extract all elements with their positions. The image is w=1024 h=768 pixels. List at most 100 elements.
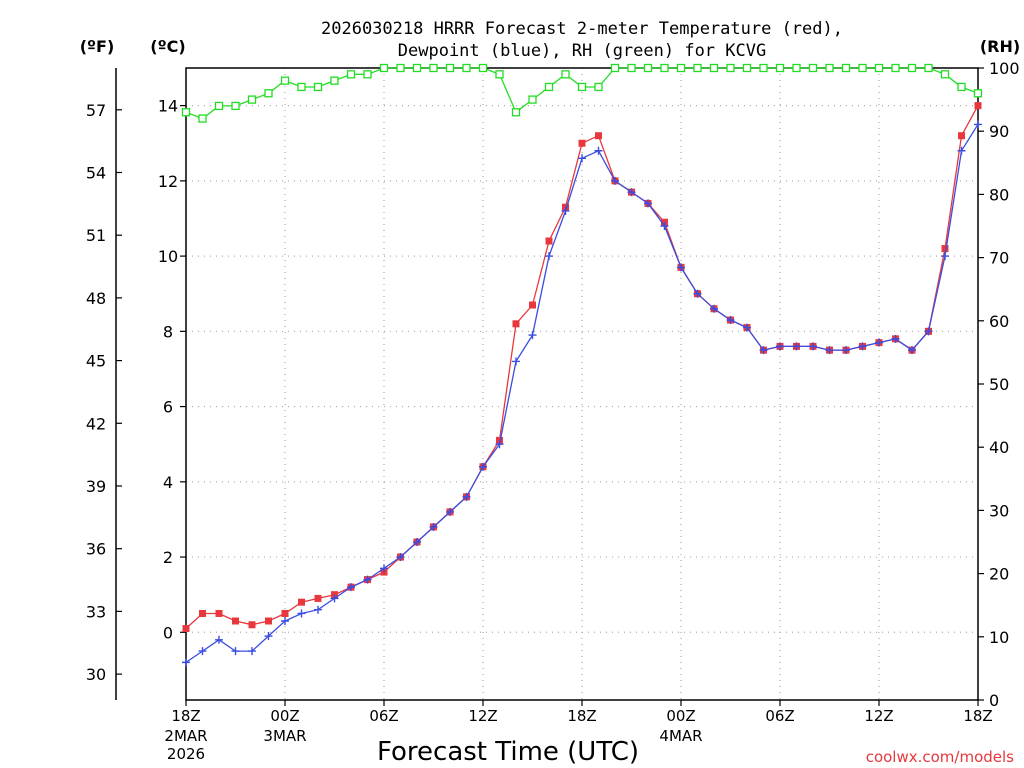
dewpoint-point [462, 492, 471, 501]
dewpoint-point [627, 188, 636, 197]
dewpoint-point [908, 346, 916, 355]
dewpoint-point [875, 338, 883, 347]
x-tick-label: 18Z [567, 707, 596, 725]
rh-point [907, 63, 917, 73]
temperature-point [182, 625, 190, 633]
dewpoint-point [198, 647, 207, 656]
chart-title-line2: Dewpoint (blue), RH (green) for KCVG [398, 41, 766, 61]
dewpoint-point [231, 647, 240, 656]
dewpoint-point [941, 252, 949, 261]
rh-point [693, 63, 702, 73]
rh-tick-label: 10 [989, 628, 1009, 647]
x-tick-label: 12Z [468, 707, 497, 725]
rh-point [627, 63, 636, 73]
dewpoint-point [182, 658, 190, 667]
fahrenheit-tick-label: 48 [86, 289, 106, 308]
unit-rh-label: (RH) [980, 37, 1020, 56]
x-tick-label: 00Z [666, 707, 695, 725]
rh-point [825, 63, 834, 73]
dewpoint-point [545, 252, 553, 261]
x-tick-label: 18Z [963, 707, 992, 725]
rh-point [891, 63, 900, 73]
celsius-tick-label: 6 [163, 398, 173, 417]
fahrenheit-tick-label: 39 [86, 477, 106, 496]
dewpoint-point [347, 583, 355, 592]
dewpoint-point [297, 609, 306, 618]
rh-tick-label: 70 [989, 249, 1009, 268]
temperature-point [578, 139, 586, 147]
rh-point [610, 63, 620, 73]
ticks-layer: 0 2 4 6 8 10 12 14 30 33 36 39 42 45 48 51 54 57 0 10 20 30 40… [86, 59, 1020, 763]
rh-point [214, 101, 224, 111]
rh-tick-label: 0 [989, 691, 999, 710]
watermark-link[interactable]: coolwx.com/models [866, 748, 1014, 766]
rh-point [676, 63, 686, 73]
rh-point [330, 76, 339, 85]
dewpoint-point [809, 342, 817, 351]
x-axis-label: Forecast Time (UTC) [377, 737, 639, 767]
temperature-point [529, 301, 536, 309]
temperature-point [958, 132, 965, 140]
rh-tick-label: 90 [989, 122, 1009, 141]
temperature-point [281, 609, 289, 617]
x-date-label: 4MAR [659, 727, 702, 745]
rh-tick-label: 40 [989, 438, 1009, 457]
series-layer [181, 63, 983, 667]
dewpoint-point [677, 263, 685, 272]
unit-celsius-label: (ºC) [150, 37, 185, 56]
dewpoint-point [512, 357, 520, 366]
dewpoint-point [363, 575, 372, 584]
rh-point [528, 95, 537, 104]
rh-point [742, 63, 752, 73]
x-tick-label: 06Z [765, 707, 794, 725]
temperature-point [314, 594, 322, 602]
dewpoint-point [330, 594, 339, 603]
fahrenheit-tick-label: 36 [86, 540, 106, 559]
dewpoint-point [891, 334, 900, 343]
x-tick-label: 06Z [369, 707, 398, 725]
rh-point [280, 76, 290, 85]
rh-point [264, 89, 273, 98]
x-date-label: 3MAR [263, 727, 306, 745]
dewpoint-point [825, 346, 834, 355]
dewpoint-point [215, 635, 223, 644]
rh-point [808, 63, 818, 73]
rh-point [396, 63, 405, 73]
x-date-label: 2MAR [164, 727, 207, 745]
dewpoint-point [314, 605, 322, 614]
temperature-point [545, 237, 553, 245]
rh-point [181, 108, 191, 117]
dewpoint-series-line [185, 124, 979, 663]
temperature-point [248, 621, 256, 629]
fahrenheit-tick-label: 45 [86, 352, 106, 371]
fahrenheit-tick-label: 30 [86, 665, 106, 684]
chart-title-line1: 2026030218 HRRR Forecast 2-meter Tempera… [321, 19, 843, 39]
rh-point [940, 70, 950, 79]
dewpoint-point [710, 304, 718, 313]
rh-point [726, 63, 735, 73]
fahrenheit-tick-label: 54 [86, 163, 106, 182]
dewpoint-point [429, 522, 438, 531]
rh-point [495, 70, 504, 79]
dewpoint-point [281, 617, 289, 625]
rh-point [313, 82, 323, 92]
celsius-tick-label: 14 [158, 97, 178, 116]
dewpoint-point [660, 222, 669, 230]
rh-point [577, 82, 587, 92]
rh-tick-label: 100 [989, 59, 1020, 78]
rh-tick-label: 20 [989, 565, 1009, 584]
dewpoint-point [495, 440, 504, 449]
rh-point [924, 63, 933, 73]
rh-point [841, 63, 851, 73]
x-tick-label: 18Z [171, 707, 200, 725]
rh-point [445, 63, 455, 73]
rh-tick-label: 30 [989, 501, 1009, 520]
temperature-point [974, 102, 982, 110]
dewpoint-point [578, 154, 586, 163]
dewpoint-point [446, 507, 454, 516]
dewpoint-point [380, 564, 388, 573]
rh-point [957, 82, 966, 92]
dewpoint-point [858, 342, 867, 351]
